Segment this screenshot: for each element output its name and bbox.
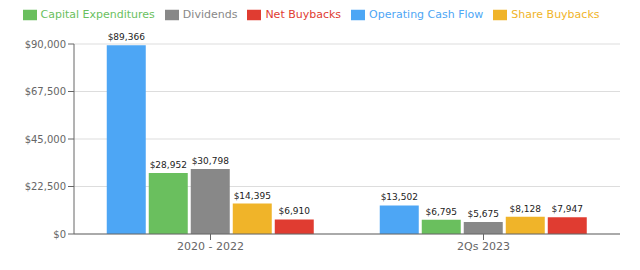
svg-text:$5,675: $5,675 xyxy=(468,209,500,219)
svg-text:$30,798: $30,798 xyxy=(192,156,229,166)
svg-text:$89,366: $89,366 xyxy=(108,32,145,42)
svg-text:2020 - 2022: 2020 - 2022 xyxy=(177,240,244,253)
svg-text:$22,500: $22,500 xyxy=(25,181,66,192)
svg-text:$6,910: $6,910 xyxy=(279,206,311,216)
html-text:Dividends: Dividends xyxy=(182,8,238,21)
html-text:Net Buybacks: Net Buybacks xyxy=(265,8,342,21)
html-text:Operating Cash Flow: Operating Cash Flow xyxy=(369,8,484,21)
svg-text:$6,795: $6,795 xyxy=(426,207,458,217)
svg-text:$13,502: $13,502 xyxy=(381,192,418,202)
svg-text:$90,000: $90,000 xyxy=(25,39,66,50)
html-text:Capital Expenditures: Capital Expenditures xyxy=(40,8,155,21)
html-text:Share Buybacks: Share Buybacks xyxy=(511,8,600,21)
svg-text:2Qs 2023: 2Qs 2023 xyxy=(457,240,510,253)
svg-text:$14,395: $14,395 xyxy=(234,191,271,201)
svg-text:$7,947: $7,947 xyxy=(552,204,584,214)
svg-text:$45,000: $45,000 xyxy=(25,134,66,145)
svg-text:$8,128: $8,128 xyxy=(510,204,542,214)
svg-text:$0: $0 xyxy=(53,229,66,240)
svg-text:$67,500: $67,500 xyxy=(25,86,66,97)
svg-text:$28,952: $28,952 xyxy=(150,160,187,170)
